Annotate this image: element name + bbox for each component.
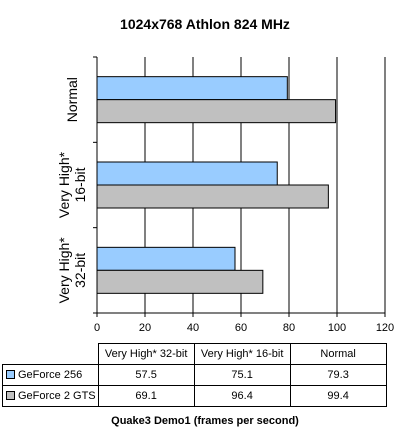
x-tick-label: 100	[328, 322, 346, 334]
bar-geforce-256	[96, 161, 278, 186]
x-tick-label: 80	[283, 322, 295, 334]
x-tick-label: 20	[139, 322, 151, 334]
bar-geforce-256	[96, 246, 236, 271]
chart-title: 1024x768 Athlon 824 MHz	[120, 16, 290, 32]
x-tick-label: 40	[187, 322, 199, 334]
bar-geforce-2-gts	[96, 99, 337, 124]
table-header-cell: Very High* 16-bit	[193, 343, 291, 365]
y-category-label: Very High*32-bit	[56, 237, 88, 304]
y-category-label: Normal	[64, 77, 80, 122]
table-cell: 79.3	[289, 364, 387, 386]
legend-entry-geforce-2-gts: GeForce 2 GTS	[2, 385, 99, 407]
table-header-cell: Normal	[289, 343, 387, 365]
legend-swatch	[6, 391, 15, 400]
table-header-cell: Very High* 32-bit	[97, 343, 195, 365]
bar-geforce-2-gts	[96, 269, 264, 294]
table-row: GeForce 256 57.5 75.1 79.3	[2, 364, 387, 386]
bar-chart: 0 20 40 60 80 100 120 Very High*32-bit Very High…	[56, 56, 394, 334]
table-cell: 75.1	[193, 364, 291, 386]
data-table: Very High* 32-bit Very High* 16-bit Norm…	[2, 343, 387, 407]
x-tick-label: 60	[235, 322, 247, 334]
y-category-label: Very High*16-bit	[56, 151, 88, 218]
table-header-row: Very High* 32-bit Very High* 16-bit Norm…	[2, 343, 387, 365]
table-cell: 99.4	[289, 385, 387, 407]
legend-swatch	[6, 370, 15, 379]
x-axis-label: Quake3 Demo1 (frames per second)	[111, 415, 299, 427]
table-cell: 69.1	[97, 385, 195, 407]
table-cell: 96.4	[193, 385, 291, 407]
table-cell: 57.5	[97, 364, 195, 386]
legend-label: GeForce 2 GTS	[18, 390, 96, 402]
x-tick-label: 120	[376, 322, 394, 334]
bar-geforce-2-gts	[96, 184, 329, 209]
x-tick-label: 0	[94, 322, 100, 334]
plot-area: 0 20 40 60 80 100 120 Very High*32-bit Very High…	[56, 56, 394, 334]
table-row: GeForce 2 GTS 69.1 96.4 99.4	[2, 385, 387, 407]
bar-geforce-256	[96, 76, 288, 101]
legend-label: GeForce 256	[18, 369, 83, 381]
legend-entry-geforce-256: GeForce 256	[2, 364, 99, 386]
